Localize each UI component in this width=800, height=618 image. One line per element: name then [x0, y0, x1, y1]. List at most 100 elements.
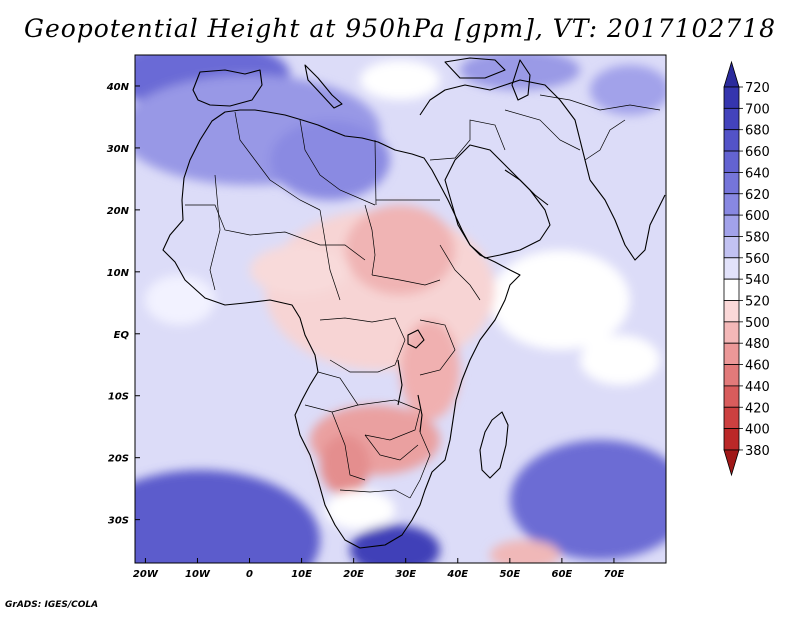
field-sahel	[250, 245, 350, 295]
colorbar-level-label: 380	[745, 444, 770, 459]
field-caspian	[460, 55, 580, 90]
colorbar-level-label: 480	[745, 337, 770, 352]
lon-tick-label: 70E	[604, 569, 625, 580]
border-libya-egypt	[374, 139, 377, 206]
border-zimbabwe	[364, 434, 419, 461]
colorbar-level-label: 580	[745, 230, 770, 245]
india-coastline	[589, 179, 666, 261]
border-niger-chad	[319, 209, 341, 301]
map-frame	[134, 54, 667, 564]
lon-tick-label: 10E	[291, 569, 312, 580]
colorbar-top-arrow	[723, 60, 740, 88]
lat-tick-label: 20S	[108, 454, 129, 465]
colorbar-bottom-arrow	[723, 449, 740, 477]
lon-tick-label: 40E	[446, 569, 468, 580]
latitude-axis: 40N 30N 20N 10N EQ 10S 20S 30S	[106, 82, 140, 527]
lat-tick-label: EQ	[114, 330, 130, 341]
lon-tick-label: 0	[246, 569, 253, 580]
field-kalahari	[320, 435, 370, 495]
persian-gulf-coastline	[504, 169, 549, 206]
colorbar-swatch	[723, 150, 740, 173]
lat-tick-label: 10S	[108, 392, 129, 403]
caspian-coastline	[511, 59, 531, 101]
lat-tick-label: 30N	[107, 144, 130, 155]
colorbar-swatch	[723, 428, 740, 451]
colorbar-swatch	[723, 171, 740, 195]
coastlines	[162, 57, 666, 549]
country-borders	[185, 94, 661, 499]
colorbar-level-label: 440	[745, 380, 770, 395]
border-central-asia	[539, 94, 661, 111]
border-ethiopia	[439, 244, 481, 301]
colorbar-swatch	[723, 364, 740, 387]
colorbar-level-label: 720	[745, 81, 770, 96]
border-zambia	[357, 399, 421, 441]
colorbar-swatch	[723, 342, 740, 365]
border-drc	[319, 317, 406, 373]
colorbar-level-label: 700	[745, 102, 770, 117]
field-libya	[270, 120, 390, 200]
map-title: Geopotential Height at 950hPa [gpm], VT:…	[23, 14, 777, 43]
colorbar-level-label: 620	[745, 188, 770, 203]
border-sahel	[185, 204, 366, 261]
border-mozambique	[409, 431, 431, 499]
field-gulf-guinea	[145, 275, 215, 325]
colorbar-level-label: 520	[745, 295, 770, 310]
colorbar-level-label: 400	[745, 423, 770, 438]
border-namibia-botswana	[331, 411, 366, 481]
border-sudan-south	[371, 274, 441, 286]
border-iran	[504, 109, 581, 151]
field-south-atlantic	[135, 470, 320, 563]
colorbar-level-label: 560	[745, 252, 770, 267]
colorbar-level-label: 660	[745, 145, 770, 160]
field-central-asia	[590, 65, 666, 115]
colorbar-swatch	[723, 236, 740, 259]
lon-tick-label: 60E	[552, 569, 573, 580]
iberia-coastline	[192, 69, 263, 107]
longitude-axis: 20W 10W 0 10E 20E 30E 40E 50E 60E 70E	[133, 558, 625, 580]
colorbar-swatch	[723, 321, 740, 344]
field-indian-ocean	[580, 335, 660, 385]
lake-victoria	[407, 329, 425, 349]
border-algeria-libya	[299, 119, 376, 206]
lake-malawi	[417, 394, 423, 433]
colorbar-swatch	[723, 107, 740, 131]
colorbar-swatch	[723, 257, 740, 280]
lon-tick-label: 20W	[133, 569, 159, 580]
africa-coastline	[162, 109, 521, 549]
border-east-africa	[419, 319, 456, 376]
border-mali-niger	[209, 174, 221, 291]
lon-tick-label: 50E	[499, 569, 520, 580]
lon-tick-label: 10W	[185, 569, 211, 580]
colorbar-swatch	[723, 193, 740, 216]
colorbar-swatch	[723, 385, 740, 408]
colorbar-level-label: 460	[745, 359, 770, 374]
field-mascarene	[490, 540, 560, 563]
lon-tick-label: 20E	[343, 569, 364, 580]
colorbar-level-label: 540	[745, 273, 770, 288]
border-maghreb	[234, 111, 321, 211]
lat-tick-label: 40N	[106, 82, 130, 93]
field-cape-low	[350, 525, 440, 563]
asia-coastline	[419, 79, 591, 181]
border-south-africa	[339, 489, 411, 499]
lake-tanganyika	[397, 359, 403, 406]
lat-tick-label: 30S	[108, 516, 129, 527]
lat-tick-label: 20N	[107, 206, 130, 217]
border-pakistan-india	[584, 119, 626, 161]
colorbar-swatch	[723, 86, 740, 109]
colorbar-level-label: 640	[745, 166, 770, 181]
arabia-coastline	[444, 144, 551, 259]
border-middle-east	[429, 119, 506, 161]
colorbar-swatch	[723, 406, 740, 430]
shaded-field	[135, 55, 666, 563]
colorbar-level-label: 680	[745, 124, 770, 139]
colorbar-swatch	[723, 129, 740, 152]
colorbar-level-label: 600	[745, 209, 770, 224]
colorbar-swatch	[723, 300, 740, 323]
field-rift	[400, 320, 460, 420]
colorbar-level-label: 420	[745, 401, 770, 416]
field-south-africa	[325, 490, 395, 530]
field-sudan	[345, 205, 455, 295]
